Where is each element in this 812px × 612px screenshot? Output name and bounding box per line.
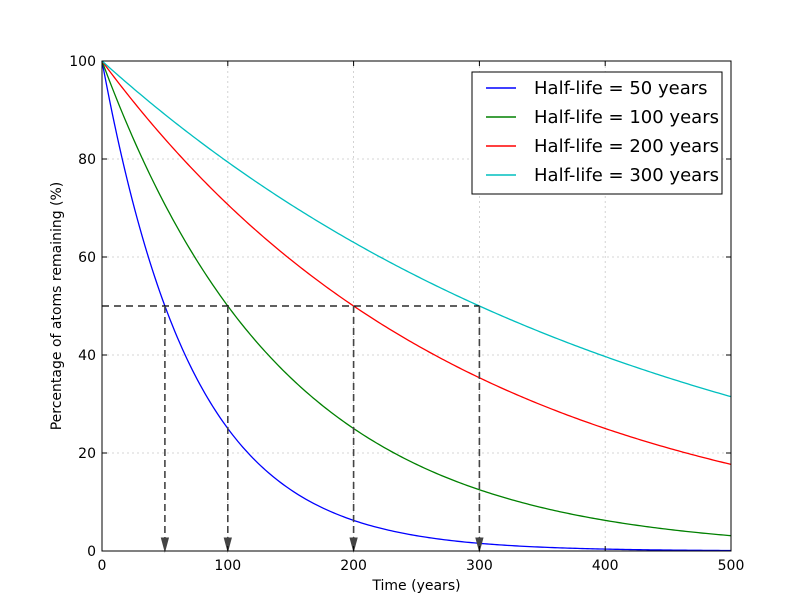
y-tick-label: 40	[78, 348, 96, 364]
half-life-arrow-head	[349, 537, 358, 553]
half-life-arrow-head	[475, 537, 484, 553]
legend-entry-label: Half-life = 200 years	[534, 136, 719, 157]
y-tick-label: 100	[69, 54, 96, 70]
legend: Half-life = 50 years Half-life = 100 year…	[471, 71, 723, 195]
tick-labels: 0 100 200 300 400 500 0 20 40 60 80 100	[69, 54, 744, 574]
x-tick-label: 0	[98, 558, 107, 574]
x-tick-label: 300	[466, 558, 493, 574]
x-axis-label: Time (years)	[371, 578, 460, 594]
legend-box	[471, 71, 723, 195]
series-line-200-years	[101, 60, 732, 466]
series-line-100-years	[101, 60, 732, 537]
y-tick-label: 0	[87, 544, 96, 560]
half-life-arrow-head	[160, 537, 170, 553]
y-tick-label: 60	[78, 250, 96, 266]
series-line-300-years	[101, 60, 732, 398]
series-line-50-years	[101, 60, 732, 552]
x-tick-label: 100	[214, 558, 241, 574]
legend-entry-label: Half-life = 50 years	[534, 78, 708, 99]
legend-entry-label: Half-life = 300 years	[534, 165, 719, 186]
legend-entry-label: Half-life = 100 years	[534, 107, 719, 128]
x-tick-label: 400	[592, 558, 619, 574]
half-life-arrow-head	[223, 537, 232, 553]
x-tick-label: 200	[340, 558, 367, 574]
y-tick-label: 20	[78, 446, 96, 462]
y-axis-label: Percentage of atoms remaining (%)	[49, 182, 65, 431]
y-tick-label: 80	[78, 152, 96, 168]
axis-ticks	[101, 60, 732, 552]
axes-frame	[101, 60, 732, 552]
x-tick-label: 500	[718, 558, 745, 574]
plot-area	[101, 60, 732, 553]
